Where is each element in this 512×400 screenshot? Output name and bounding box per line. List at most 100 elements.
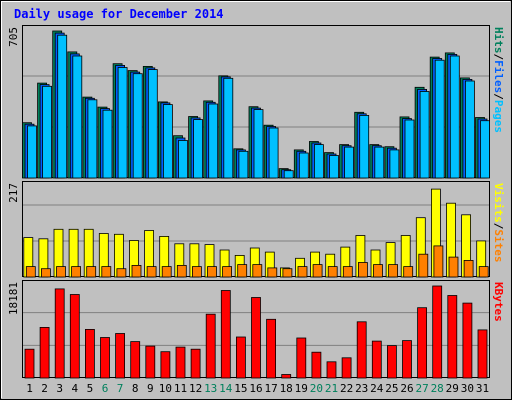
x-tick-label-21: 21 (325, 382, 338, 395)
x-tick-label-31: 31 (476, 382, 489, 395)
x-tick-label-10: 10 (159, 382, 172, 395)
x-tick-label-11: 11 (174, 382, 187, 395)
bar-kbytes-1 (24, 348, 35, 379)
x-tick-label-28: 28 (431, 382, 444, 395)
bar-sites-17 (267, 267, 278, 278)
panel-middle-ymax-label: 217 (7, 183, 20, 203)
bar-sites-29 (448, 256, 459, 278)
bar-sites-23 (357, 262, 368, 278)
bar-kbytes-15 (235, 336, 246, 379)
bar-kbytes-18 (281, 374, 292, 379)
bar-sites-21 (327, 266, 338, 278)
x-tick-label-1: 1 (26, 382, 33, 395)
x-tick-label-18: 18 (280, 382, 293, 395)
x-tick-label-19: 19 (295, 382, 308, 395)
x-tick-label-5: 5 (87, 382, 94, 395)
bar-kbytes-31 (477, 329, 488, 379)
bar-sites-8 (131, 264, 142, 278)
bar-sites-15 (237, 264, 248, 278)
x-tick-label-25: 25 (385, 382, 398, 395)
bar-sites-25 (388, 264, 399, 278)
bar-sites-16 (252, 264, 263, 278)
bar-pages-8 (132, 73, 143, 179)
x-tick-label-20: 20 (310, 382, 323, 395)
x-tick-label-22: 22 (340, 382, 353, 395)
x-tick-label-26: 26 (400, 382, 413, 395)
bar-pages-3 (57, 34, 68, 179)
bar-kbytes-14 (220, 290, 231, 379)
bar-sites-19 (297, 266, 308, 278)
bar-pages-22 (344, 146, 355, 179)
bar-pages-29 (449, 55, 460, 179)
bar-sites-27 (418, 253, 429, 278)
x-tick-label-17: 17 (264, 382, 277, 395)
bar-kbytes-7 (115, 333, 125, 379)
bar-pages-17 (268, 127, 279, 179)
bar-kbytes-27 (417, 307, 428, 379)
bar-pages-25 (389, 149, 400, 179)
panel-top-ymax-label: 705 (7, 27, 20, 47)
x-tick-label-23: 23 (355, 382, 368, 395)
bar-kbytes-5 (85, 328, 95, 379)
bar-pages-16 (253, 109, 264, 179)
bar-sites-26 (403, 266, 414, 278)
bar-sites-28 (433, 245, 444, 278)
bar-kbytes-23 (356, 321, 367, 379)
x-tick-label-27: 27 (415, 382, 428, 395)
panel-top-series-label: Hits/Files/Pages (492, 27, 505, 133)
bar-kbytes-25 (386, 345, 397, 379)
x-tick-label-30: 30 (461, 382, 474, 395)
x-tick-label-14: 14 (219, 382, 233, 395)
bar-kbytes-11 (175, 346, 186, 379)
x-tick-label-13: 13 (204, 382, 217, 395)
bar-pages-9 (147, 69, 158, 179)
bar-kbytes-16 (251, 297, 261, 379)
x-tick-label-7: 7 (117, 382, 124, 395)
x-tick-label-2: 2 (41, 382, 48, 395)
bar-sites-11 (176, 264, 187, 278)
x-tick-label-9: 9 (147, 382, 154, 395)
x-tick-label-4: 4 (71, 382, 78, 395)
bar-sites-24 (373, 264, 383, 278)
x-tick-label-8: 8 (132, 382, 139, 395)
bar-kbytes-22 (341, 357, 352, 379)
panel-bottom-series-label: KBytes (492, 282, 505, 322)
bar-kbytes-6 (100, 337, 110, 379)
bar-sites-18 (282, 268, 293, 278)
bar-pages-20 (313, 144, 324, 179)
x-tick-label-6: 6 (102, 382, 109, 395)
x-tick-label-29: 29 (446, 382, 459, 395)
bar-pages-1 (27, 125, 37, 179)
panel-middle-series-label: Visits/Sites (492, 183, 505, 263)
bar-kbytes-21 (326, 361, 337, 379)
bar-kbytes-19 (296, 337, 307, 379)
bar-sites-6 (101, 266, 112, 278)
bar-sites-12 (191, 266, 202, 278)
bar-pages-14 (223, 77, 234, 179)
x-tick-label-3: 3 (56, 382, 63, 395)
bar-sites-3 (56, 266, 66, 278)
bar-pages-4 (72, 55, 83, 179)
bar-pages-30 (464, 80, 475, 179)
bar-kbytes-20 (311, 351, 322, 379)
bar-sites-1 (25, 266, 36, 278)
bar-kbytes-9 (145, 345, 156, 379)
bar-pages-27 (419, 91, 430, 179)
x-tick-label-24: 24 (370, 382, 384, 395)
bar-sites-10 (161, 266, 172, 278)
x-tick-label-12: 12 (189, 382, 202, 395)
bar-pages-18 (283, 170, 294, 179)
x-tick-label-15: 15 (234, 382, 247, 395)
bar-kbytes-17 (266, 318, 277, 379)
bar-sites-13 (207, 266, 217, 278)
bar-kbytes-28 (432, 285, 443, 379)
bar-pages-31 (480, 120, 490, 179)
bar-pages-7 (117, 67, 128, 179)
bar-sites-14 (222, 266, 233, 278)
bar-pages-19 (298, 152, 309, 179)
bar-kbytes-4 (69, 294, 80, 379)
bar-kbytes-26 (402, 340, 412, 379)
bar-pages-28 (434, 59, 445, 179)
bar-pages-5 (87, 99, 98, 179)
